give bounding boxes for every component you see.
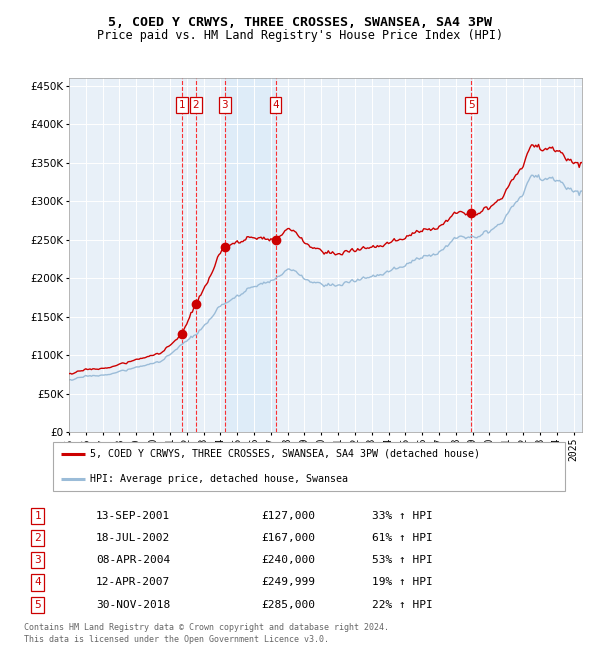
Text: 1: 1 [179, 100, 185, 110]
Text: 08-APR-2004: 08-APR-2004 [96, 555, 170, 566]
Text: £240,000: £240,000 [262, 555, 316, 566]
Text: 12-APR-2007: 12-APR-2007 [96, 577, 170, 588]
Text: Contains HM Land Registry data © Crown copyright and database right 2024.: Contains HM Land Registry data © Crown c… [24, 623, 389, 632]
Text: 18-JUL-2002: 18-JUL-2002 [96, 533, 170, 543]
Text: 61% ↑ HPI: 61% ↑ HPI [372, 533, 433, 543]
Text: 5: 5 [34, 600, 41, 610]
Text: 4: 4 [272, 100, 279, 110]
Text: £285,000: £285,000 [262, 600, 316, 610]
Text: 4: 4 [34, 577, 41, 588]
FancyBboxPatch shape [53, 441, 565, 491]
Text: £167,000: £167,000 [262, 533, 316, 543]
Text: 33% ↑ HPI: 33% ↑ HPI [372, 511, 433, 521]
Text: 30-NOV-2018: 30-NOV-2018 [96, 600, 170, 610]
Text: 3: 3 [221, 100, 228, 110]
Text: 5, COED Y CRWYS, THREE CROSSES, SWANSEA, SA4 3PW (detached house): 5, COED Y CRWYS, THREE CROSSES, SWANSEA,… [90, 448, 480, 459]
Text: 2: 2 [193, 100, 199, 110]
Text: HPI: Average price, detached house, Swansea: HPI: Average price, detached house, Swan… [90, 474, 348, 484]
Text: 19% ↑ HPI: 19% ↑ HPI [372, 577, 433, 588]
Text: 5, COED Y CRWYS, THREE CROSSES, SWANSEA, SA4 3PW: 5, COED Y CRWYS, THREE CROSSES, SWANSEA,… [108, 16, 492, 29]
Text: 22% ↑ HPI: 22% ↑ HPI [372, 600, 433, 610]
Text: Price paid vs. HM Land Registry's House Price Index (HPI): Price paid vs. HM Land Registry's House … [97, 29, 503, 42]
Text: 3: 3 [34, 555, 41, 566]
Text: 13-SEP-2001: 13-SEP-2001 [96, 511, 170, 521]
Text: 53% ↑ HPI: 53% ↑ HPI [372, 555, 433, 566]
Text: £127,000: £127,000 [262, 511, 316, 521]
Bar [225, 78, 275, 432]
Text: 2: 2 [34, 533, 41, 543]
Text: 5: 5 [468, 100, 475, 110]
Text: This data is licensed under the Open Government Licence v3.0.: This data is licensed under the Open Gov… [24, 635, 329, 644]
Text: 1: 1 [34, 511, 41, 521]
Text: £249,999: £249,999 [262, 577, 316, 588]
